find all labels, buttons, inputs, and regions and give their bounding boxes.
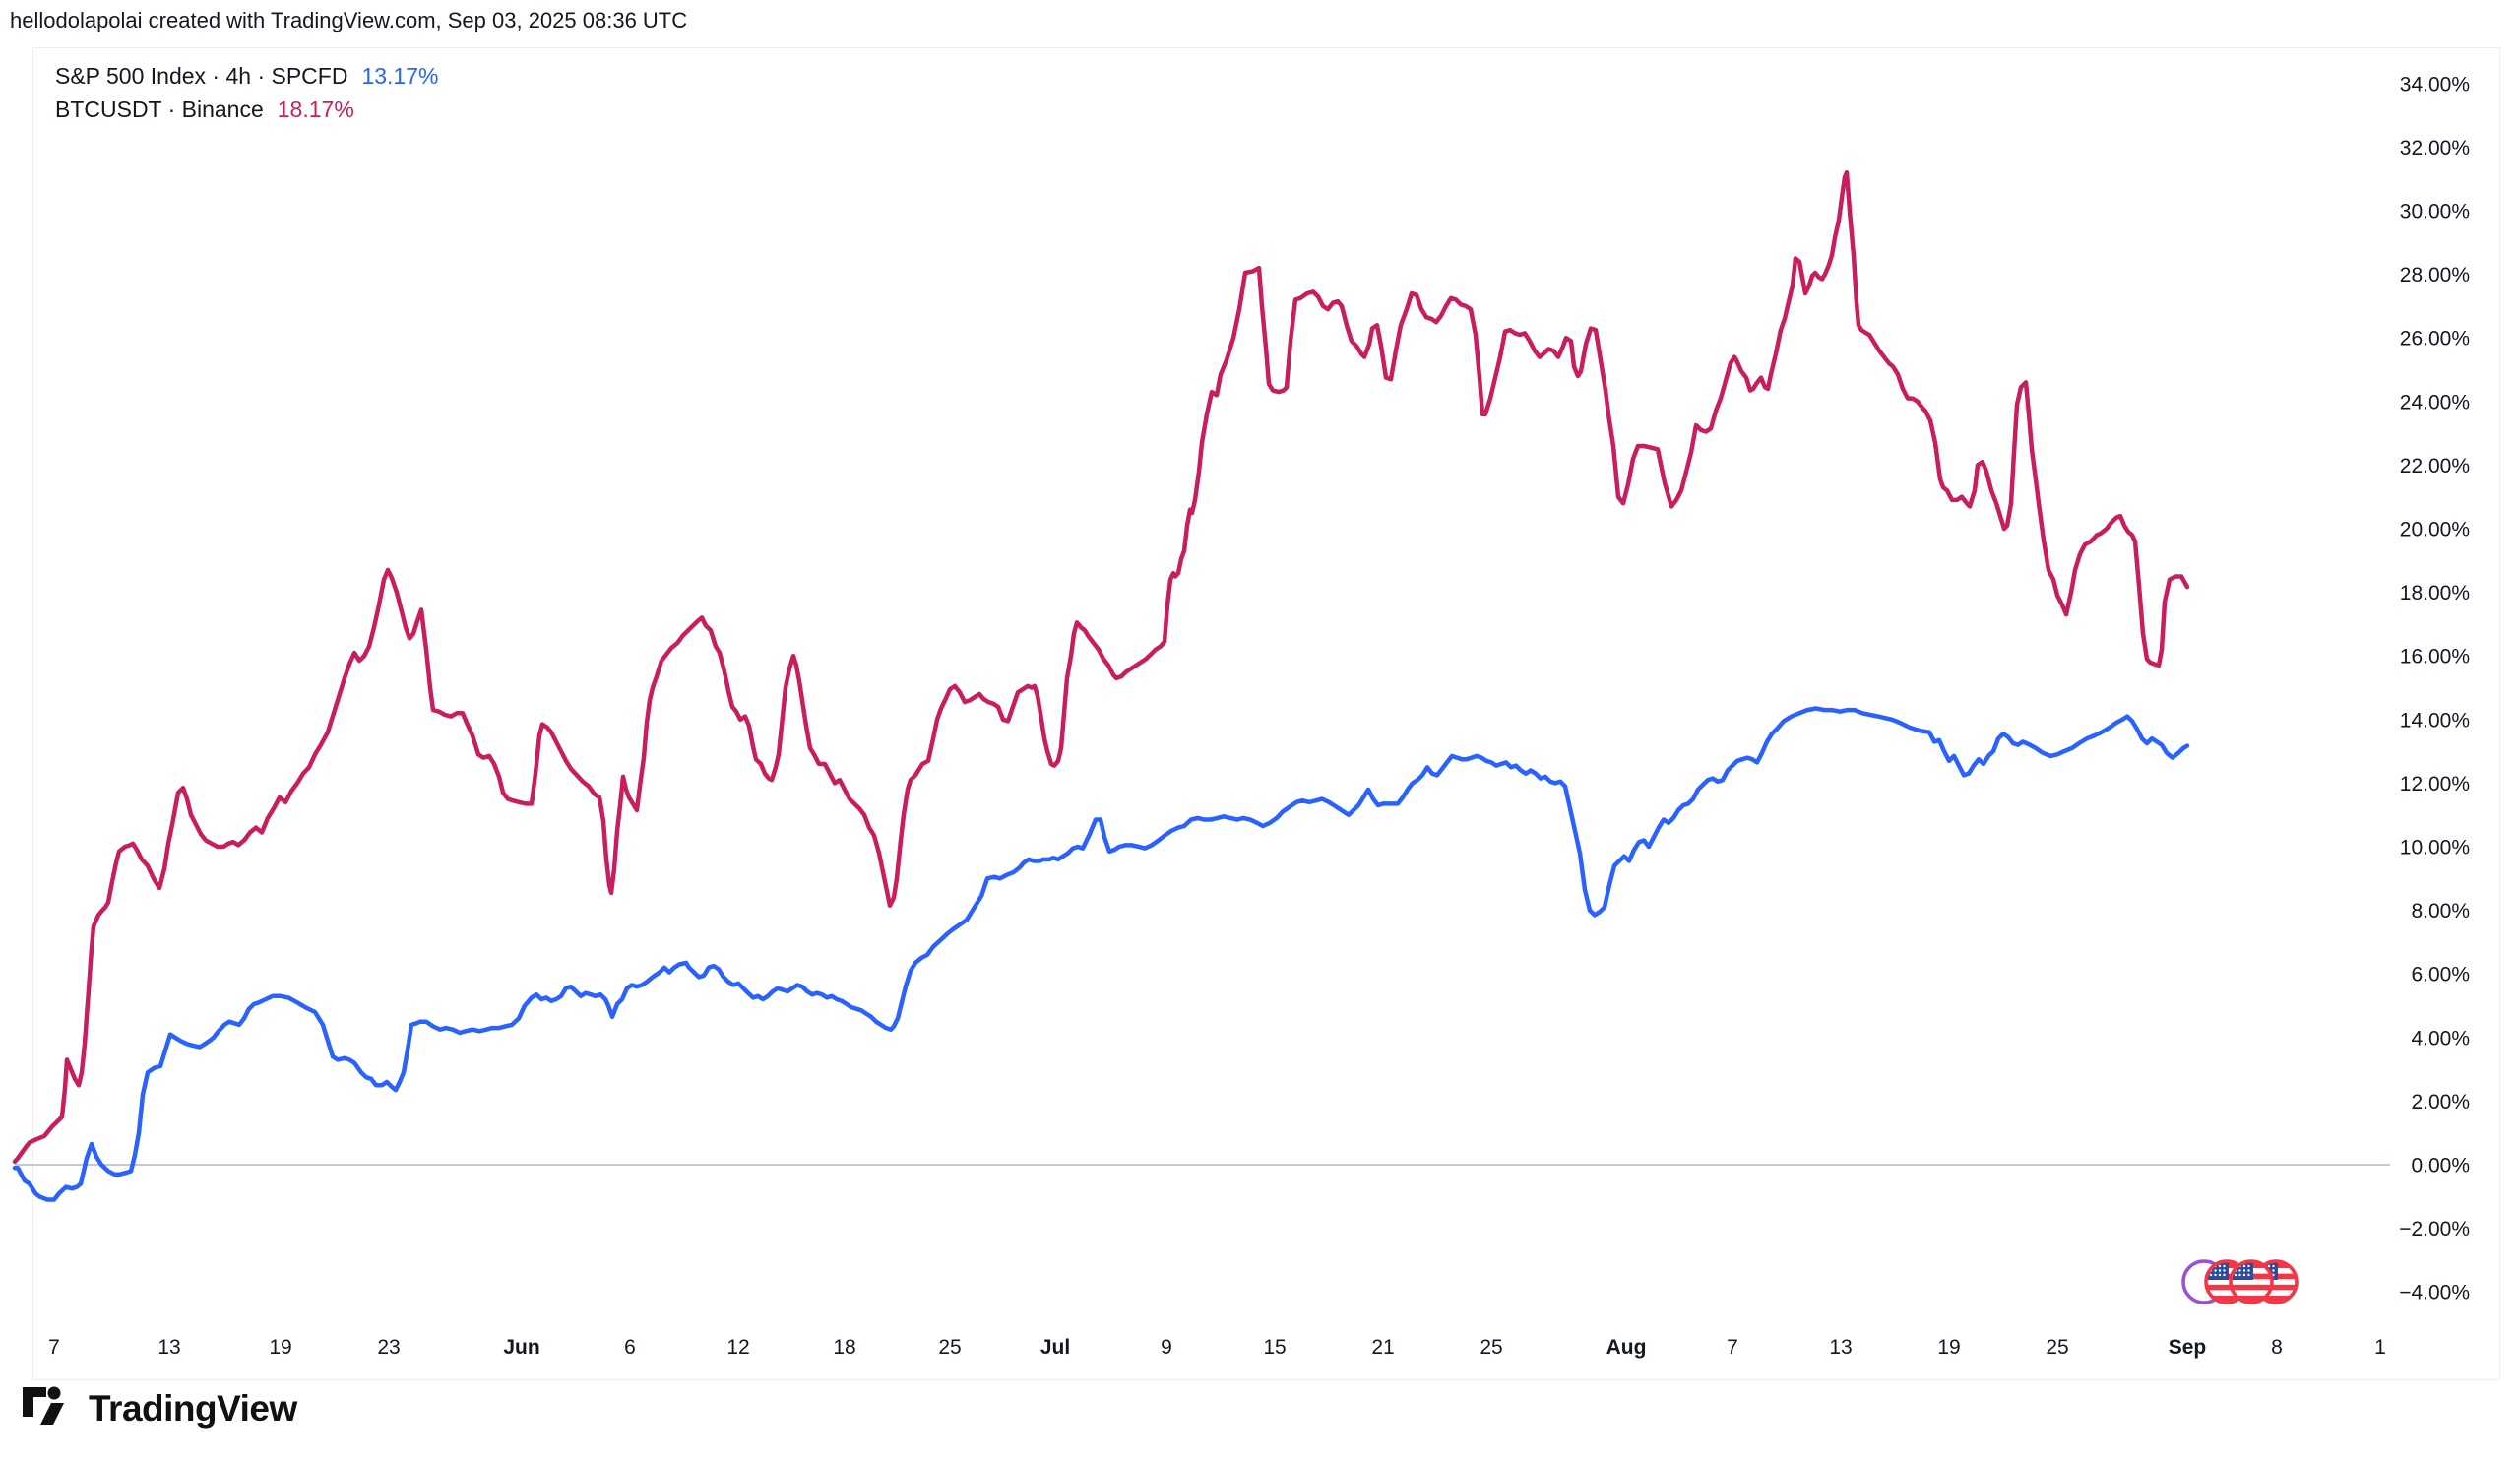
- plot-area[interactable]: [12, 169, 2190, 1202]
- time-axis-label: 19: [1937, 1336, 1960, 1359]
- series-line-sp500[interactable]: [12, 706, 2190, 1202]
- time-axis-label: Aug: [1606, 1336, 1647, 1359]
- time-axis-label: 15: [1263, 1336, 1286, 1359]
- price-axis-label: 16.00%: [2400, 646, 2470, 668]
- price-axis-label: 28.00%: [2400, 264, 2470, 286]
- price-axis-label: 12.00%: [2400, 773, 2470, 795]
- chart-legend: S&P 500 Index · 4h · SPCFD 13.17% BTCUSD…: [55, 59, 438, 126]
- legend-value-sp500: 13.17%: [361, 62, 439, 89]
- attribution-title: hellodolapolai created with TradingView.…: [10, 8, 688, 32]
- legend-row-btcusdt[interactable]: BTCUSDT · Binance 18.17%: [55, 93, 438, 126]
- price-axis-label: 0.00%: [2411, 1155, 2470, 1177]
- price-axis-label: 32.00%: [2400, 137, 2470, 159]
- time-axis-label: 23: [377, 1336, 400, 1359]
- price-axis-label: 20.00%: [2400, 519, 2470, 541]
- price-axis[interactable]: 34.00% 32.00% 30.00% 28.00% 26.00% 24.00% 22.0…: [2399, 73, 2470, 1304]
- time-axis-label: 25: [938, 1336, 961, 1359]
- time-axis-label: Sep: [2169, 1336, 2207, 1359]
- time-axis-label: Jun: [503, 1336, 539, 1359]
- tradingview-logo-icon: [22, 1386, 79, 1431]
- price-axis-label: 8.00%: [2411, 900, 2470, 922]
- time-axis-label: 13: [158, 1336, 180, 1359]
- legend-row-sp500[interactable]: S&P 500 Index · 4h · SPCFD 13.17%: [55, 59, 438, 93]
- price-axis-label: −2.00%: [2399, 1218, 2470, 1240]
- time-axis[interactable]: 7 13 19 23 Jun 6 12 18 25 Jul 9 15 21 25 Aug 7 13 19 25 Sep…: [48, 1336, 2386, 1359]
- chart-frame-border: [32, 47, 2500, 1380]
- price-axis-label: 18.00%: [2400, 582, 2470, 604]
- brand-name: TradingView: [89, 1388, 297, 1429]
- price-axis-label: 14.00%: [2400, 709, 2470, 732]
- price-axis-label: 34.00%: [2400, 73, 2470, 95]
- time-axis-label: 12: [726, 1336, 749, 1359]
- legend-label-sp500: S&P 500 Index · 4h · SPCFD: [55, 62, 348, 89]
- price-axis-label: 22.00%: [2400, 455, 2470, 477]
- time-axis-label: 9: [1161, 1336, 1172, 1359]
- legend-value-btcusdt: 18.17%: [277, 95, 354, 122]
- time-axis-label: 25: [2046, 1336, 2068, 1359]
- time-axis-label: 25: [1480, 1336, 1502, 1359]
- time-axis-label: 18: [833, 1336, 855, 1359]
- time-axis-label: Jul: [1040, 1336, 1070, 1359]
- price-axis-label: 4.00%: [2411, 1027, 2470, 1050]
- time-axis-label: 7: [48, 1336, 60, 1359]
- price-axis-label: 30.00%: [2400, 201, 2470, 223]
- us-flag-icon: [2229, 1259, 2274, 1304]
- series-line-btcusdt[interactable]: [12, 169, 2190, 1165]
- time-axis-label: 1: [2374, 1336, 2386, 1359]
- time-axis-label: 6: [624, 1336, 636, 1359]
- time-axis-label: 7: [1727, 1336, 1738, 1359]
- price-axis-label: 2.00%: [2411, 1091, 2470, 1113]
- price-axis-label: 24.00%: [2400, 391, 2470, 413]
- time-axis-label: 13: [1829, 1336, 1852, 1359]
- price-axis-label: 10.00%: [2400, 837, 2470, 859]
- time-axis-label: 8: [2271, 1336, 2283, 1359]
- time-axis-label: 21: [1371, 1336, 1394, 1359]
- event-flag-markers[interactable]: [2181, 1259, 2299, 1304]
- tradingview-footer-logo[interactable]: TradingView: [22, 1386, 297, 1431]
- price-axis-label: 6.00%: [2411, 964, 2470, 986]
- legend-label-btcusdt: BTCUSDT · Binance: [55, 95, 264, 122]
- price-axis-label: 26.00%: [2400, 328, 2470, 350]
- price-axis-label: −4.00%: [2399, 1282, 2470, 1304]
- time-axis-label: 19: [269, 1336, 291, 1359]
